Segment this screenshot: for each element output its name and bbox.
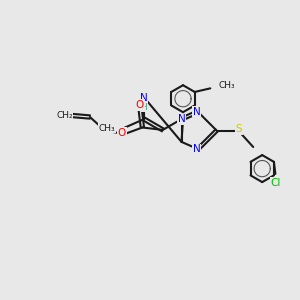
Text: N: N — [140, 93, 148, 103]
Text: CH₃: CH₃ — [99, 124, 115, 133]
Text: Cl: Cl — [270, 178, 280, 188]
Text: CH₂: CH₂ — [56, 111, 73, 120]
Text: N: N — [178, 114, 185, 124]
Text: N: N — [193, 107, 200, 117]
Text: O: O — [136, 100, 144, 110]
Text: S: S — [236, 124, 242, 134]
Text: H: H — [140, 103, 147, 112]
Text: CH₃: CH₃ — [219, 81, 235, 90]
Text: O: O — [118, 128, 126, 138]
Text: N: N — [193, 144, 200, 154]
